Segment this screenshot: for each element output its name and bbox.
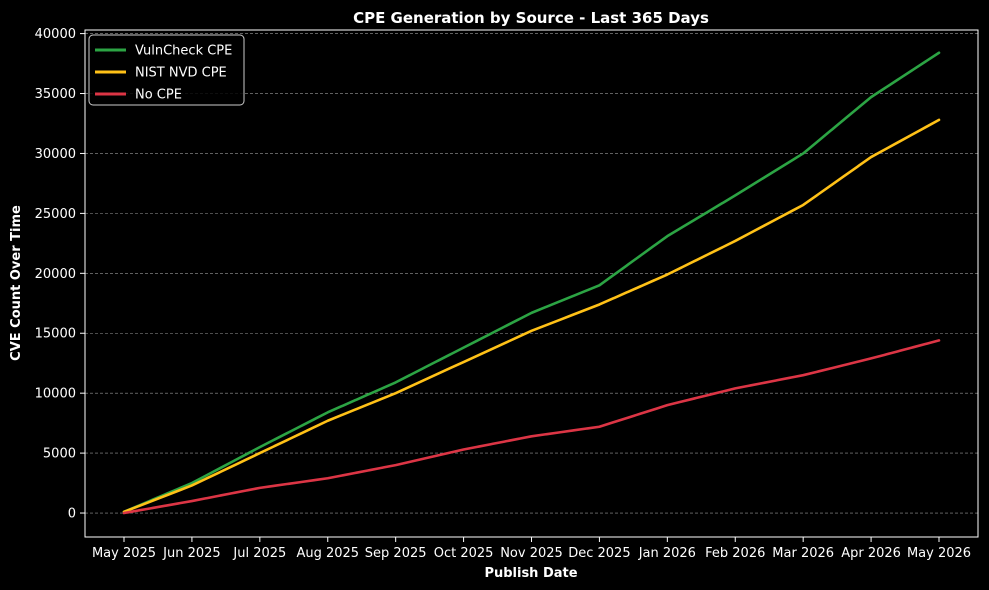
- legend-items: VulnCheck CPE NIST NVD CPE No CPE: [95, 44, 232, 103]
- x-tick-label: Apr 2026: [841, 546, 901, 561]
- x-tick-label: Nov 2025: [500, 546, 563, 561]
- legend: VulnCheck CPE NIST NVD CPE No CPE: [88, 34, 245, 106]
- y-axis-label: CVE Count Over Time: [9, 205, 24, 361]
- legend-label-nist-nvd-cpe: NIST NVD CPE: [135, 66, 227, 81]
- chart-title: CPE Generation by Source - Last 365 Days: [353, 9, 709, 27]
- y-axis-ticks: 0 5000 10000 15000 20000 25000 30000 35000 40000: [35, 27, 85, 522]
- y-tick-label: 30000: [35, 147, 76, 162]
- y-tick-label: 40000: [35, 27, 76, 42]
- x-tick-label: Jun 2025: [162, 546, 221, 561]
- series-layer: [122, 51, 941, 515]
- x-axis-ticks: May 2025 Jun 2025 Jul 2025 Aug 2025 Sep 2025…: [92, 537, 971, 561]
- x-tick-label: Sep 2025: [365, 546, 427, 561]
- x-tick-label: Dec 2025: [568, 546, 630, 561]
- series-line-vulncheck-cpe: [122, 51, 941, 514]
- y-tick-label: 20000: [35, 267, 76, 282]
- x-tick-label: Feb 2026: [705, 546, 765, 561]
- x-tick-label: May 2026: [907, 546, 971, 561]
- x-tick-label: Aug 2025: [296, 546, 359, 561]
- y-tick-label: 10000: [35, 387, 76, 402]
- x-tick-label: Jan 2026: [638, 546, 696, 561]
- y-tick-label: 5000: [43, 447, 76, 462]
- legend-box: [88, 34, 245, 106]
- x-tick-label: May 2025: [92, 546, 156, 561]
- grid-layer: [85, 33, 978, 514]
- y-tick-label: 35000: [35, 87, 76, 102]
- y-tick-label: 25000: [35, 207, 76, 222]
- legend-label-vulncheck-cpe: VulnCheck CPE: [135, 44, 232, 59]
- legend-label-no-cpe: No CPE: [135, 88, 182, 103]
- x-tick-label: Jul 2025: [232, 546, 286, 561]
- x-tick-label: Oct 2025: [434, 546, 494, 561]
- x-axis-label: Publish Date: [484, 566, 577, 581]
- series-line-nist-nvd-cpe: [122, 118, 941, 514]
- x-tick-label: Mar 2026: [772, 546, 834, 561]
- y-tick-label: 0: [68, 507, 76, 522]
- series-line-no-cpe: [122, 339, 941, 515]
- y-tick-label: 15000: [35, 327, 76, 342]
